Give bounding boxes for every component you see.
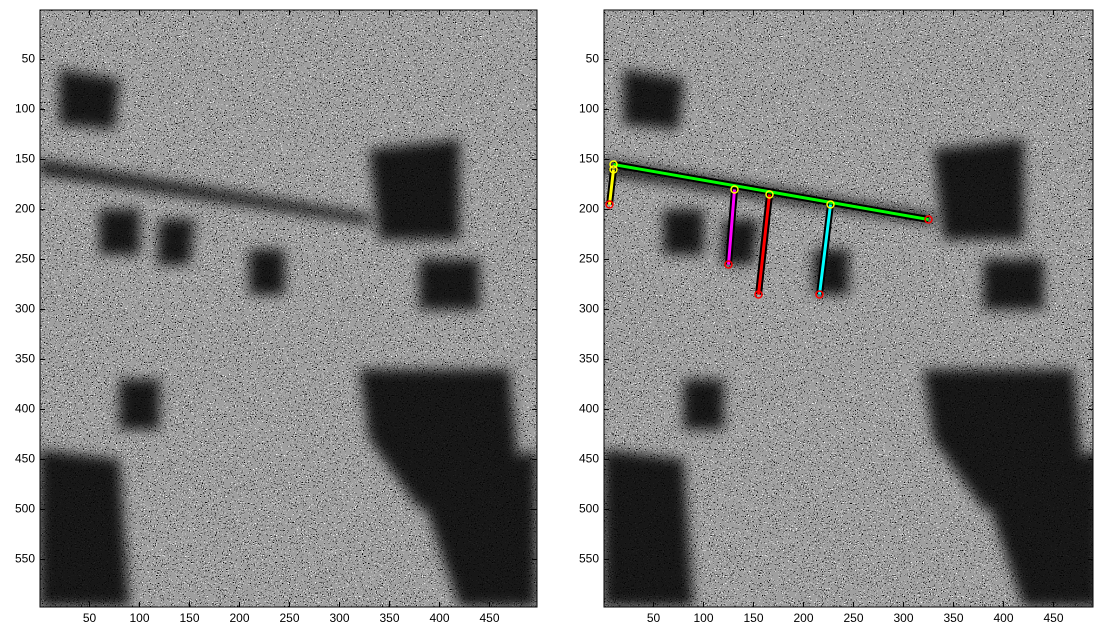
shadow: [984, 260, 1044, 310]
shadow: [370, 140, 460, 240]
y-tick-label: 100: [15, 102, 35, 116]
x-tick-label: 100: [129, 611, 149, 625]
shadow: [684, 380, 724, 430]
x-tick-label: 350: [943, 611, 963, 625]
x-tick-label: 400: [993, 611, 1013, 625]
y-tick-label: 500: [579, 502, 599, 516]
y-tick-label: 100: [579, 102, 599, 116]
y-tick-label: 200: [579, 202, 599, 216]
shadow: [604, 450, 694, 607]
shadow: [624, 70, 684, 130]
axes: 50 100 150 200 250 300 350 400 450 50 100 150 200 250…: [15, 10, 537, 625]
x-tick-label: 350: [379, 611, 399, 625]
y-tick-label: 150: [15, 152, 35, 166]
shadow: [420, 260, 480, 310]
shadow: [158, 220, 195, 265]
y-tick-label: 300: [15, 302, 35, 316]
y-tick-label: 450: [15, 452, 35, 466]
shadow: [664, 210, 704, 255]
y-tick-label: 450: [579, 452, 599, 466]
shadow: [40, 450, 130, 607]
y-tick-label: 350: [579, 352, 599, 366]
x-tick-label: 400: [429, 611, 449, 625]
y-tick-label: 200: [15, 202, 35, 216]
x-tick-label: 300: [329, 611, 349, 625]
shadow: [934, 140, 1024, 240]
image: [604, 10, 1094, 607]
x-tick-label: 200: [793, 611, 813, 625]
y-tick-label: 400: [15, 402, 35, 416]
shadow: [120, 380, 160, 430]
x-tick-label: 250: [279, 611, 299, 625]
x-tick-label: 300: [893, 611, 913, 625]
x-tick-label: 50: [647, 611, 661, 625]
y-tick-label: 300: [579, 302, 599, 316]
y-tick-label: 400: [579, 402, 599, 416]
x-tick-label: 150: [743, 611, 763, 625]
x-tick-label: 100: [693, 611, 713, 625]
x-tick-label: 250: [843, 611, 863, 625]
shadow: [60, 70, 120, 130]
figure: 50 100 150 200 250 300 350 400 450 50 100 150 200 250…: [0, 0, 1094, 630]
shadow: [100, 210, 140, 255]
y-tick-label: 250: [579, 252, 599, 266]
y-tick-label: 350: [15, 352, 35, 366]
axes: 50 100 150 200 250 300 350 400 450 50 100 150 200 250…: [579, 10, 1094, 625]
x-tick-label: 50: [83, 611, 97, 625]
x-tick-label: 450: [479, 611, 499, 625]
y-tick-label: 500: [15, 502, 35, 516]
y-tick-label: 550: [579, 552, 599, 566]
y-tick-label: 50: [22, 52, 36, 66]
shadow: [250, 250, 285, 295]
x-tick-label: 150: [179, 611, 199, 625]
y-tick-label: 150: [579, 152, 599, 166]
y-tick-label: 550: [15, 552, 35, 566]
y-tick-label: 50: [586, 52, 600, 66]
image: [40, 10, 538, 607]
x-tick-label: 200: [229, 611, 249, 625]
x-tick-label: 450: [1043, 611, 1063, 625]
y-tick-label: 250: [15, 252, 35, 266]
